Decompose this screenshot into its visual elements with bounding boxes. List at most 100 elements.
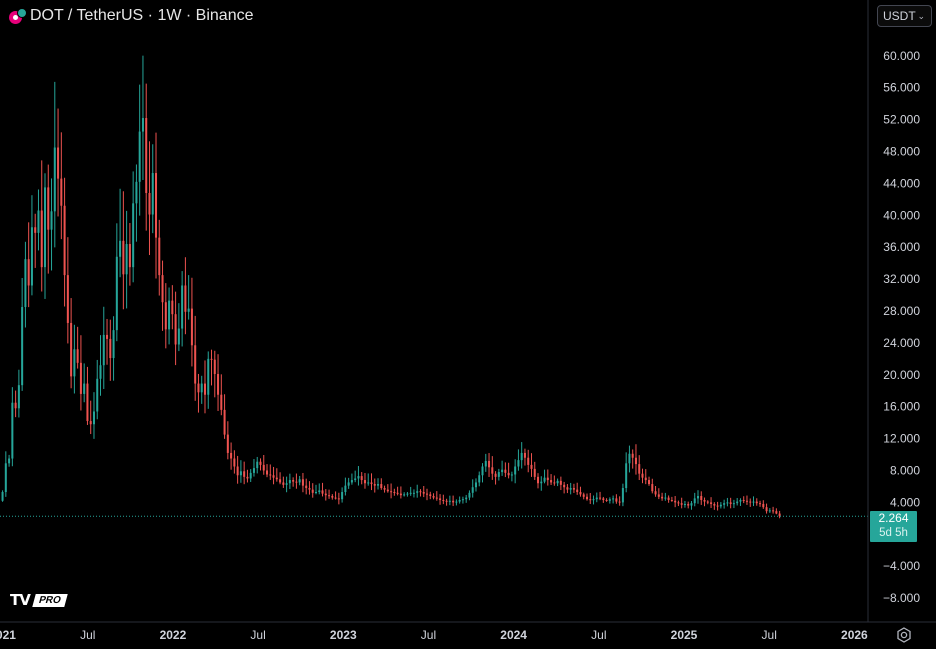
candle-down — [602, 498, 605, 500]
candle-down — [171, 300, 174, 315]
price-tick-label: 24.000 — [883, 336, 920, 350]
candle-down — [445, 500, 448, 502]
candle-down — [553, 482, 556, 484]
time-tick-label: Jul — [421, 628, 436, 642]
candle-up — [510, 474, 513, 476]
candle-up — [468, 492, 471, 498]
candle-down — [700, 496, 703, 500]
candle-down — [266, 470, 269, 475]
candle-up — [181, 285, 184, 329]
candle-down — [432, 496, 435, 498]
candle-down — [230, 452, 233, 459]
candle-down — [190, 308, 193, 346]
candle-down — [243, 471, 246, 477]
candle-up — [461, 499, 464, 501]
candle-up — [683, 503, 686, 505]
candle-up — [112, 330, 115, 359]
candle-up — [135, 181, 138, 204]
candle-down — [70, 322, 73, 377]
candle-down — [210, 358, 213, 360]
candle-down — [710, 502, 713, 504]
candle-up — [664, 497, 667, 499]
candle-down — [762, 503, 765, 508]
candle-up — [115, 256, 118, 331]
candle-down — [40, 210, 43, 268]
candle-up — [288, 480, 291, 484]
bar-countdown: 5d 5h — [879, 527, 908, 539]
candle-down — [533, 468, 536, 477]
candle-down — [657, 494, 660, 497]
candle-up — [693, 498, 696, 504]
candle-down — [507, 472, 510, 476]
candle-down — [618, 501, 621, 503]
candle-down — [638, 464, 641, 474]
candle-down — [305, 485, 308, 489]
time-tick-label: 2024 — [500, 628, 527, 642]
gear-icon[interactable] — [893, 626, 915, 644]
candle-down — [89, 421, 92, 425]
candle-down — [537, 476, 540, 484]
candle-down — [328, 495, 331, 497]
candle-down — [523, 452, 526, 458]
candle-down — [425, 493, 429, 495]
candle-down — [713, 503, 716, 506]
candle-up — [141, 118, 144, 132]
candle-up — [24, 259, 27, 308]
time-tick-label: Jul — [80, 628, 95, 642]
candle-down — [363, 480, 366, 484]
candle-down — [164, 302, 167, 330]
candle-down — [337, 498, 340, 500]
candle-down — [246, 476, 249, 479]
candle-down — [677, 502, 680, 504]
candle-down — [615, 498, 618, 502]
candle-down — [295, 481, 298, 483]
candle-down — [386, 489, 389, 492]
candle-down — [422, 492, 425, 494]
candle-up — [625, 463, 628, 489]
candle-down — [331, 496, 334, 498]
candle-down — [716, 505, 719, 507]
candle-up — [21, 307, 24, 386]
candle-up — [481, 466, 484, 476]
time-tick-label: 2021 — [0, 628, 16, 642]
candle-down — [703, 499, 706, 502]
candle-up — [768, 510, 771, 512]
candle-down — [661, 496, 664, 499]
candle-down — [706, 501, 709, 503]
candle-up — [73, 349, 76, 377]
price-tick-label: 16.000 — [883, 400, 920, 414]
candle-up — [497, 472, 500, 477]
candle-up — [628, 453, 631, 464]
candle-up — [412, 492, 415, 494]
candle-down — [106, 334, 109, 339]
candle-down — [308, 488, 311, 490]
candle-up — [612, 498, 615, 500]
candle-down — [667, 497, 670, 500]
currency-select[interactable]: USDT ⌄ — [877, 5, 932, 27]
candle-down — [272, 475, 275, 478]
candle-up — [207, 358, 210, 395]
candle-up — [501, 469, 504, 473]
candle-down — [742, 499, 745, 501]
price-tick-label: −8.000 — [883, 591, 920, 605]
price-axis[interactable]: 60.000 56.000 52.000 48.000 44.000 40.000 36.0… — [883, 49, 920, 605]
candle-up — [151, 173, 154, 215]
candle-up — [517, 460, 520, 467]
price-tick-label: 20.000 — [883, 368, 920, 382]
candle-up — [344, 485, 347, 493]
candle-down — [772, 510, 775, 512]
candle-down — [559, 480, 562, 485]
candle-down — [145, 118, 148, 193]
candle-down — [393, 492, 396, 494]
tradingview-logo[interactable]: TV PRO — [10, 591, 68, 609]
candle-down — [60, 178, 63, 206]
candle-down — [576, 489, 579, 493]
candle-down — [442, 499, 445, 501]
candle-down — [599, 497, 602, 499]
candle-up — [138, 131, 141, 182]
time-axis[interactable]: 2021 Jul 2022 Jul 2023 Jul 2024 Jul 2025 Jul 2026 — [0, 628, 868, 642]
symbol-header[interactable]: DOT / TetherUS · 1W · Binance — [8, 6, 253, 26]
candle-up — [357, 476, 360, 479]
candle-up — [99, 365, 102, 379]
